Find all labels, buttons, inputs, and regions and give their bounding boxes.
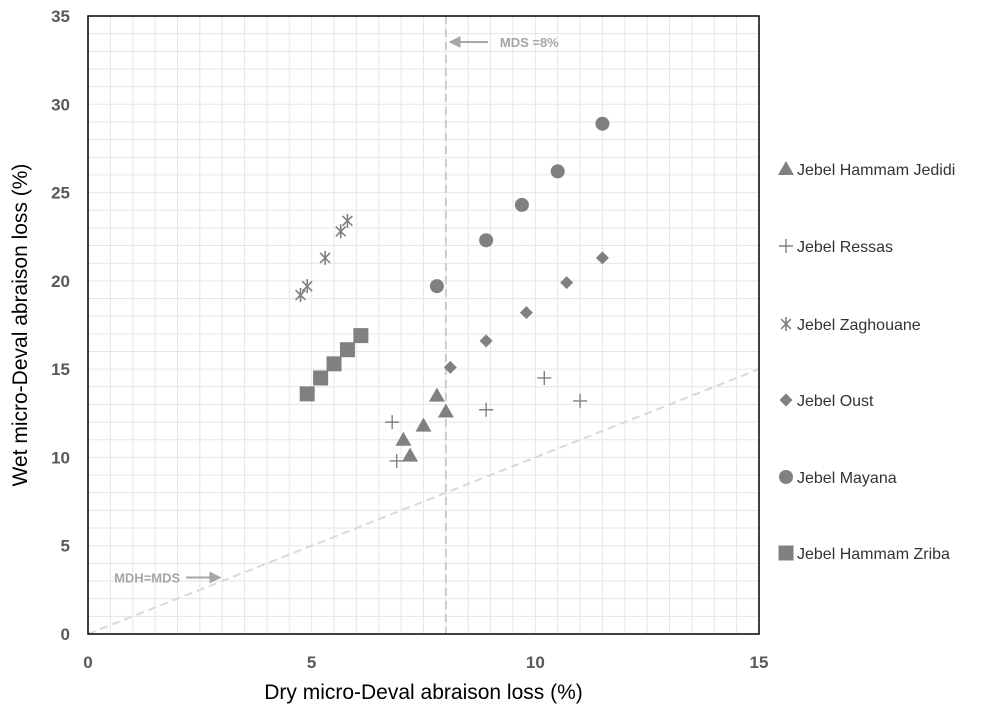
legend-square-icon	[778, 545, 794, 561]
y-tick-label: 30	[51, 95, 70, 114]
data-point-square	[313, 370, 329, 386]
data-point-square	[299, 386, 315, 402]
data-point-triangle	[415, 417, 432, 432]
x-axis-title: Dry micro-Deval abraison loss (%)	[264, 681, 583, 704]
data-point-asterisk	[335, 224, 347, 239]
x-tick-label: 15	[750, 653, 769, 672]
x-tick-label: 10	[526, 653, 545, 672]
legend-label: Jebel Zaghouane	[797, 317, 921, 334]
data-point-diamond	[443, 360, 457, 374]
data-point-asterisk	[295, 287, 306, 302]
legend-asterisk-icon	[780, 317, 792, 331]
y-tick-label: 35	[51, 7, 70, 26]
data-point-square	[353, 328, 369, 344]
legend-triangle-icon	[778, 161, 794, 175]
data-point-circle	[595, 116, 610, 131]
legend-label: Jebel Oust	[797, 393, 874, 410]
legend-plus-icon	[779, 239, 793, 253]
y-tick-label: 15	[51, 360, 70, 379]
mdh-annotation-label: MDH=MDS	[114, 570, 180, 585]
data-point-circle	[479, 233, 494, 248]
data-point-square	[326, 356, 342, 372]
data-point-plus	[537, 370, 552, 385]
data-point-diamond	[479, 334, 493, 348]
x-tick-label: 5	[307, 653, 316, 672]
data-point-circle	[514, 197, 529, 212]
data-point-triangle	[395, 431, 412, 446]
data-point-diamond	[519, 306, 533, 320]
legend-circle-icon	[779, 470, 793, 484]
y-axis-title: Wet micro-Deval abraison loss (%)	[9, 164, 32, 487]
mds-annotation-label: MDS =8%	[500, 35, 559, 50]
data-point-plus	[389, 453, 404, 468]
data-point-diamond	[595, 251, 609, 265]
legend-diamond-icon	[779, 393, 793, 407]
plot-area-border	[87, 15, 760, 635]
data-point-triangle	[402, 447, 419, 462]
legend-label: Jebel Hammam Jedidi	[797, 162, 955, 179]
data-point-circle	[550, 164, 565, 179]
data-point-triangle	[437, 403, 454, 418]
data-point-asterisk	[301, 279, 313, 294]
x-tick-label: 0	[83, 653, 92, 672]
legend-label: Jebel Mayana	[797, 470, 897, 487]
data-point-asterisk	[319, 250, 331, 265]
data-point-circle	[429, 279, 444, 294]
y-tick-label: 0	[61, 625, 70, 644]
data-point-plus	[573, 393, 588, 408]
y-tick-label: 20	[51, 272, 70, 291]
y-tick-label: 25	[51, 184, 70, 203]
data-point-plus	[385, 415, 400, 430]
data-point-triangle	[428, 387, 445, 402]
legend-label: Jebel Hammam Zriba	[797, 546, 950, 563]
mdh-equals-mds-line	[87, 368, 760, 635]
legend-label: Jebel Ressas	[797, 239, 893, 256]
data-point-plus	[479, 402, 494, 417]
y-tick-label: 5	[61, 537, 70, 556]
data-point-diamond	[560, 276, 574, 290]
data-point-square	[339, 342, 355, 358]
data-point-asterisk	[341, 213, 353, 228]
y-tick-label: 10	[51, 448, 70, 467]
